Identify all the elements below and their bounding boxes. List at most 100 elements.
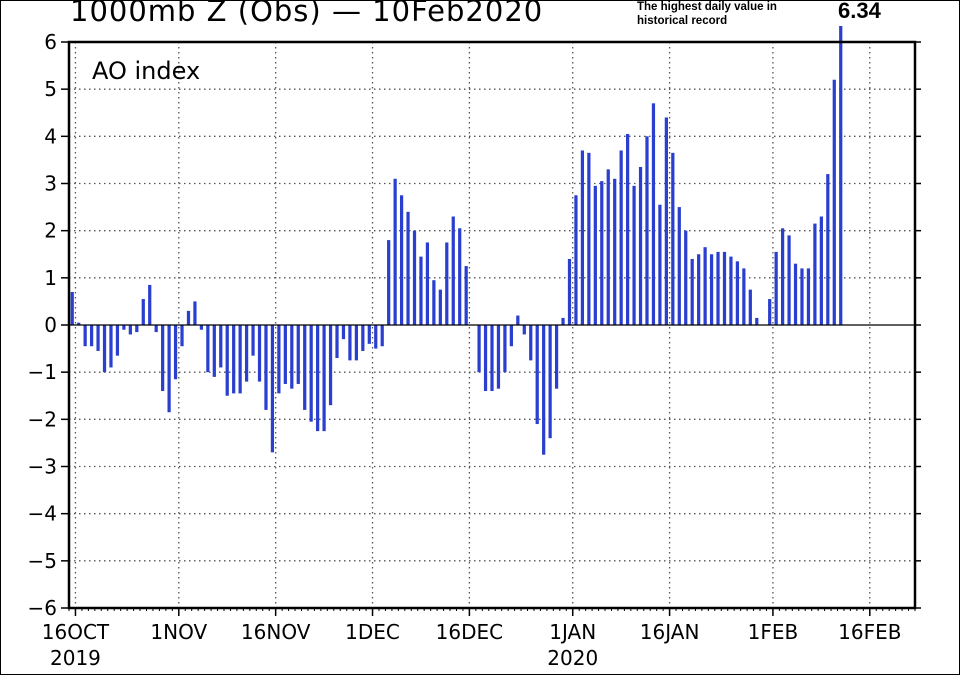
bar bbox=[161, 325, 165, 392]
bar bbox=[244, 325, 249, 382]
bar bbox=[309, 325, 313, 422]
bar bbox=[341, 325, 346, 340]
bar bbox=[671, 152, 675, 325]
y-tick-label: −2 bbox=[28, 407, 57, 431]
bar bbox=[232, 325, 236, 394]
bar bbox=[251, 325, 255, 356]
record-annotation-value: 6.34 bbox=[838, 0, 881, 23]
bar bbox=[722, 251, 727, 325]
bar bbox=[173, 325, 178, 380]
bar bbox=[406, 211, 410, 325]
bar bbox=[458, 228, 462, 325]
bar bbox=[529, 325, 533, 361]
bar bbox=[632, 185, 636, 325]
series-label: AO index bbox=[92, 57, 200, 85]
bar bbox=[709, 254, 714, 325]
bar bbox=[561, 317, 565, 325]
bar bbox=[361, 325, 365, 351]
bar bbox=[199, 325, 204, 330]
bar bbox=[684, 230, 688, 325]
bar bbox=[128, 325, 132, 335]
bar bbox=[257, 325, 262, 382]
bar bbox=[419, 256, 423, 325]
bar bbox=[587, 152, 591, 325]
bar bbox=[193, 301, 197, 325]
bar bbox=[806, 268, 811, 325]
bar bbox=[593, 185, 597, 325]
bar bbox=[664, 117, 668, 325]
bar bbox=[774, 251, 778, 325]
x-tick-label: 1NOV bbox=[150, 620, 207, 644]
bar bbox=[412, 230, 417, 325]
bar bbox=[387, 240, 391, 325]
bar bbox=[102, 325, 107, 373]
bar bbox=[755, 317, 759, 325]
bar bbox=[690, 258, 694, 325]
bar bbox=[600, 181, 604, 325]
bar bbox=[296, 325, 300, 384]
y-tick-label: 5 bbox=[44, 77, 57, 101]
bar bbox=[651, 103, 656, 325]
bar bbox=[606, 169, 610, 325]
bar bbox=[832, 79, 836, 325]
bar bbox=[348, 325, 352, 361]
bar bbox=[703, 247, 707, 325]
y-tick-label: −4 bbox=[28, 502, 57, 526]
x-tick-sublabel: 2020 bbox=[547, 646, 598, 670]
bar bbox=[729, 256, 733, 325]
y-tick-label: −6 bbox=[28, 596, 57, 620]
bar bbox=[290, 325, 294, 389]
bar bbox=[503, 325, 507, 373]
bar bbox=[77, 322, 81, 325]
bar bbox=[554, 325, 559, 389]
bar bbox=[483, 325, 488, 392]
bar bbox=[535, 325, 539, 425]
bar bbox=[135, 325, 139, 333]
plot-frame bbox=[67, 40, 917, 610]
bar bbox=[167, 325, 171, 413]
bar bbox=[548, 325, 552, 439]
bar bbox=[367, 325, 371, 344]
bar bbox=[283, 325, 287, 384]
bar bbox=[122, 325, 126, 330]
bar bbox=[509, 325, 513, 347]
bar bbox=[96, 325, 100, 351]
bar bbox=[464, 266, 468, 325]
bar bbox=[580, 150, 585, 325]
bar bbox=[109, 325, 113, 368]
bar bbox=[212, 325, 216, 377]
bar bbox=[638, 166, 643, 325]
bar bbox=[425, 242, 430, 325]
bar bbox=[697, 254, 701, 325]
bar bbox=[206, 325, 210, 373]
bar bbox=[522, 325, 526, 335]
bar bbox=[186, 310, 191, 325]
bar bbox=[748, 289, 752, 325]
record-annotation-note: The highest daily value in historical re… bbox=[637, 1, 777, 27]
bar bbox=[768, 299, 772, 325]
y-tick-label: 0 bbox=[44, 313, 57, 337]
x-tick-label: 1JAN bbox=[549, 620, 596, 644]
bar bbox=[354, 325, 358, 361]
bar bbox=[780, 228, 785, 325]
y-tick-label: −5 bbox=[28, 549, 57, 573]
bar bbox=[839, 25, 843, 326]
bar bbox=[219, 325, 223, 368]
bar-series bbox=[70, 25, 843, 455]
bar bbox=[619, 150, 623, 325]
bar bbox=[277, 325, 281, 394]
bar bbox=[270, 325, 275, 453]
x-tick-label: 16DEC bbox=[436, 620, 503, 644]
bar bbox=[180, 325, 184, 347]
bar bbox=[742, 268, 746, 325]
x-tick-label: 16NOV bbox=[241, 620, 311, 644]
y-tick-label: 1 bbox=[44, 266, 57, 290]
bar bbox=[826, 174, 830, 325]
bar bbox=[322, 325, 326, 432]
bar bbox=[238, 325, 242, 394]
bar bbox=[335, 325, 339, 359]
bar bbox=[645, 136, 649, 325]
bar bbox=[658, 204, 662, 325]
